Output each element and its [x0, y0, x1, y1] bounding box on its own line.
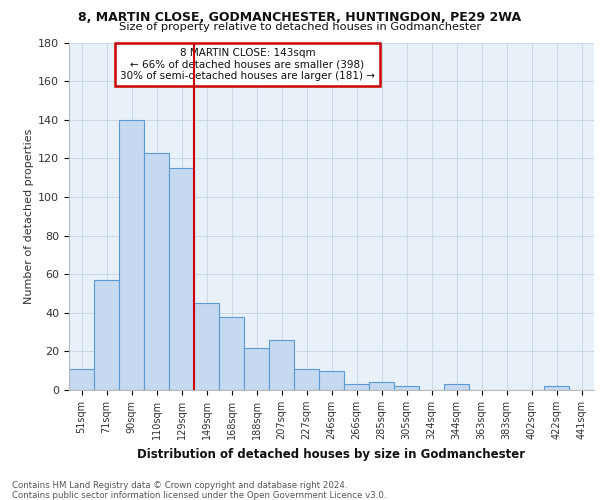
Text: Size of property relative to detached houses in Godmanchester: Size of property relative to detached ho… — [119, 22, 481, 32]
Bar — [94, 280, 119, 390]
Bar — [394, 386, 419, 390]
Bar — [369, 382, 394, 390]
Text: Contains HM Land Registry data © Crown copyright and database right 2024.: Contains HM Land Registry data © Crown c… — [12, 481, 347, 490]
Text: 8 MARTIN CLOSE: 143sqm
← 66% of detached houses are smaller (398)
30% of semi-de: 8 MARTIN CLOSE: 143sqm ← 66% of detached… — [120, 48, 375, 81]
Bar — [144, 152, 169, 390]
Bar — [244, 348, 269, 390]
Bar — [269, 340, 294, 390]
Bar — [169, 168, 194, 390]
Bar — [69, 369, 94, 390]
Text: 8, MARTIN CLOSE, GODMANCHESTER, HUNTINGDON, PE29 2WA: 8, MARTIN CLOSE, GODMANCHESTER, HUNTINGD… — [79, 11, 521, 24]
X-axis label: Distribution of detached houses by size in Godmanchester: Distribution of detached houses by size … — [137, 448, 526, 460]
Bar — [544, 386, 569, 390]
Bar — [444, 384, 469, 390]
Bar — [294, 369, 319, 390]
Bar — [319, 370, 344, 390]
Bar — [219, 316, 244, 390]
Bar — [344, 384, 369, 390]
Text: Contains public sector information licensed under the Open Government Licence v3: Contains public sector information licen… — [12, 491, 386, 500]
Y-axis label: Number of detached properties: Number of detached properties — [24, 128, 34, 304]
Bar — [194, 303, 219, 390]
Bar — [119, 120, 144, 390]
